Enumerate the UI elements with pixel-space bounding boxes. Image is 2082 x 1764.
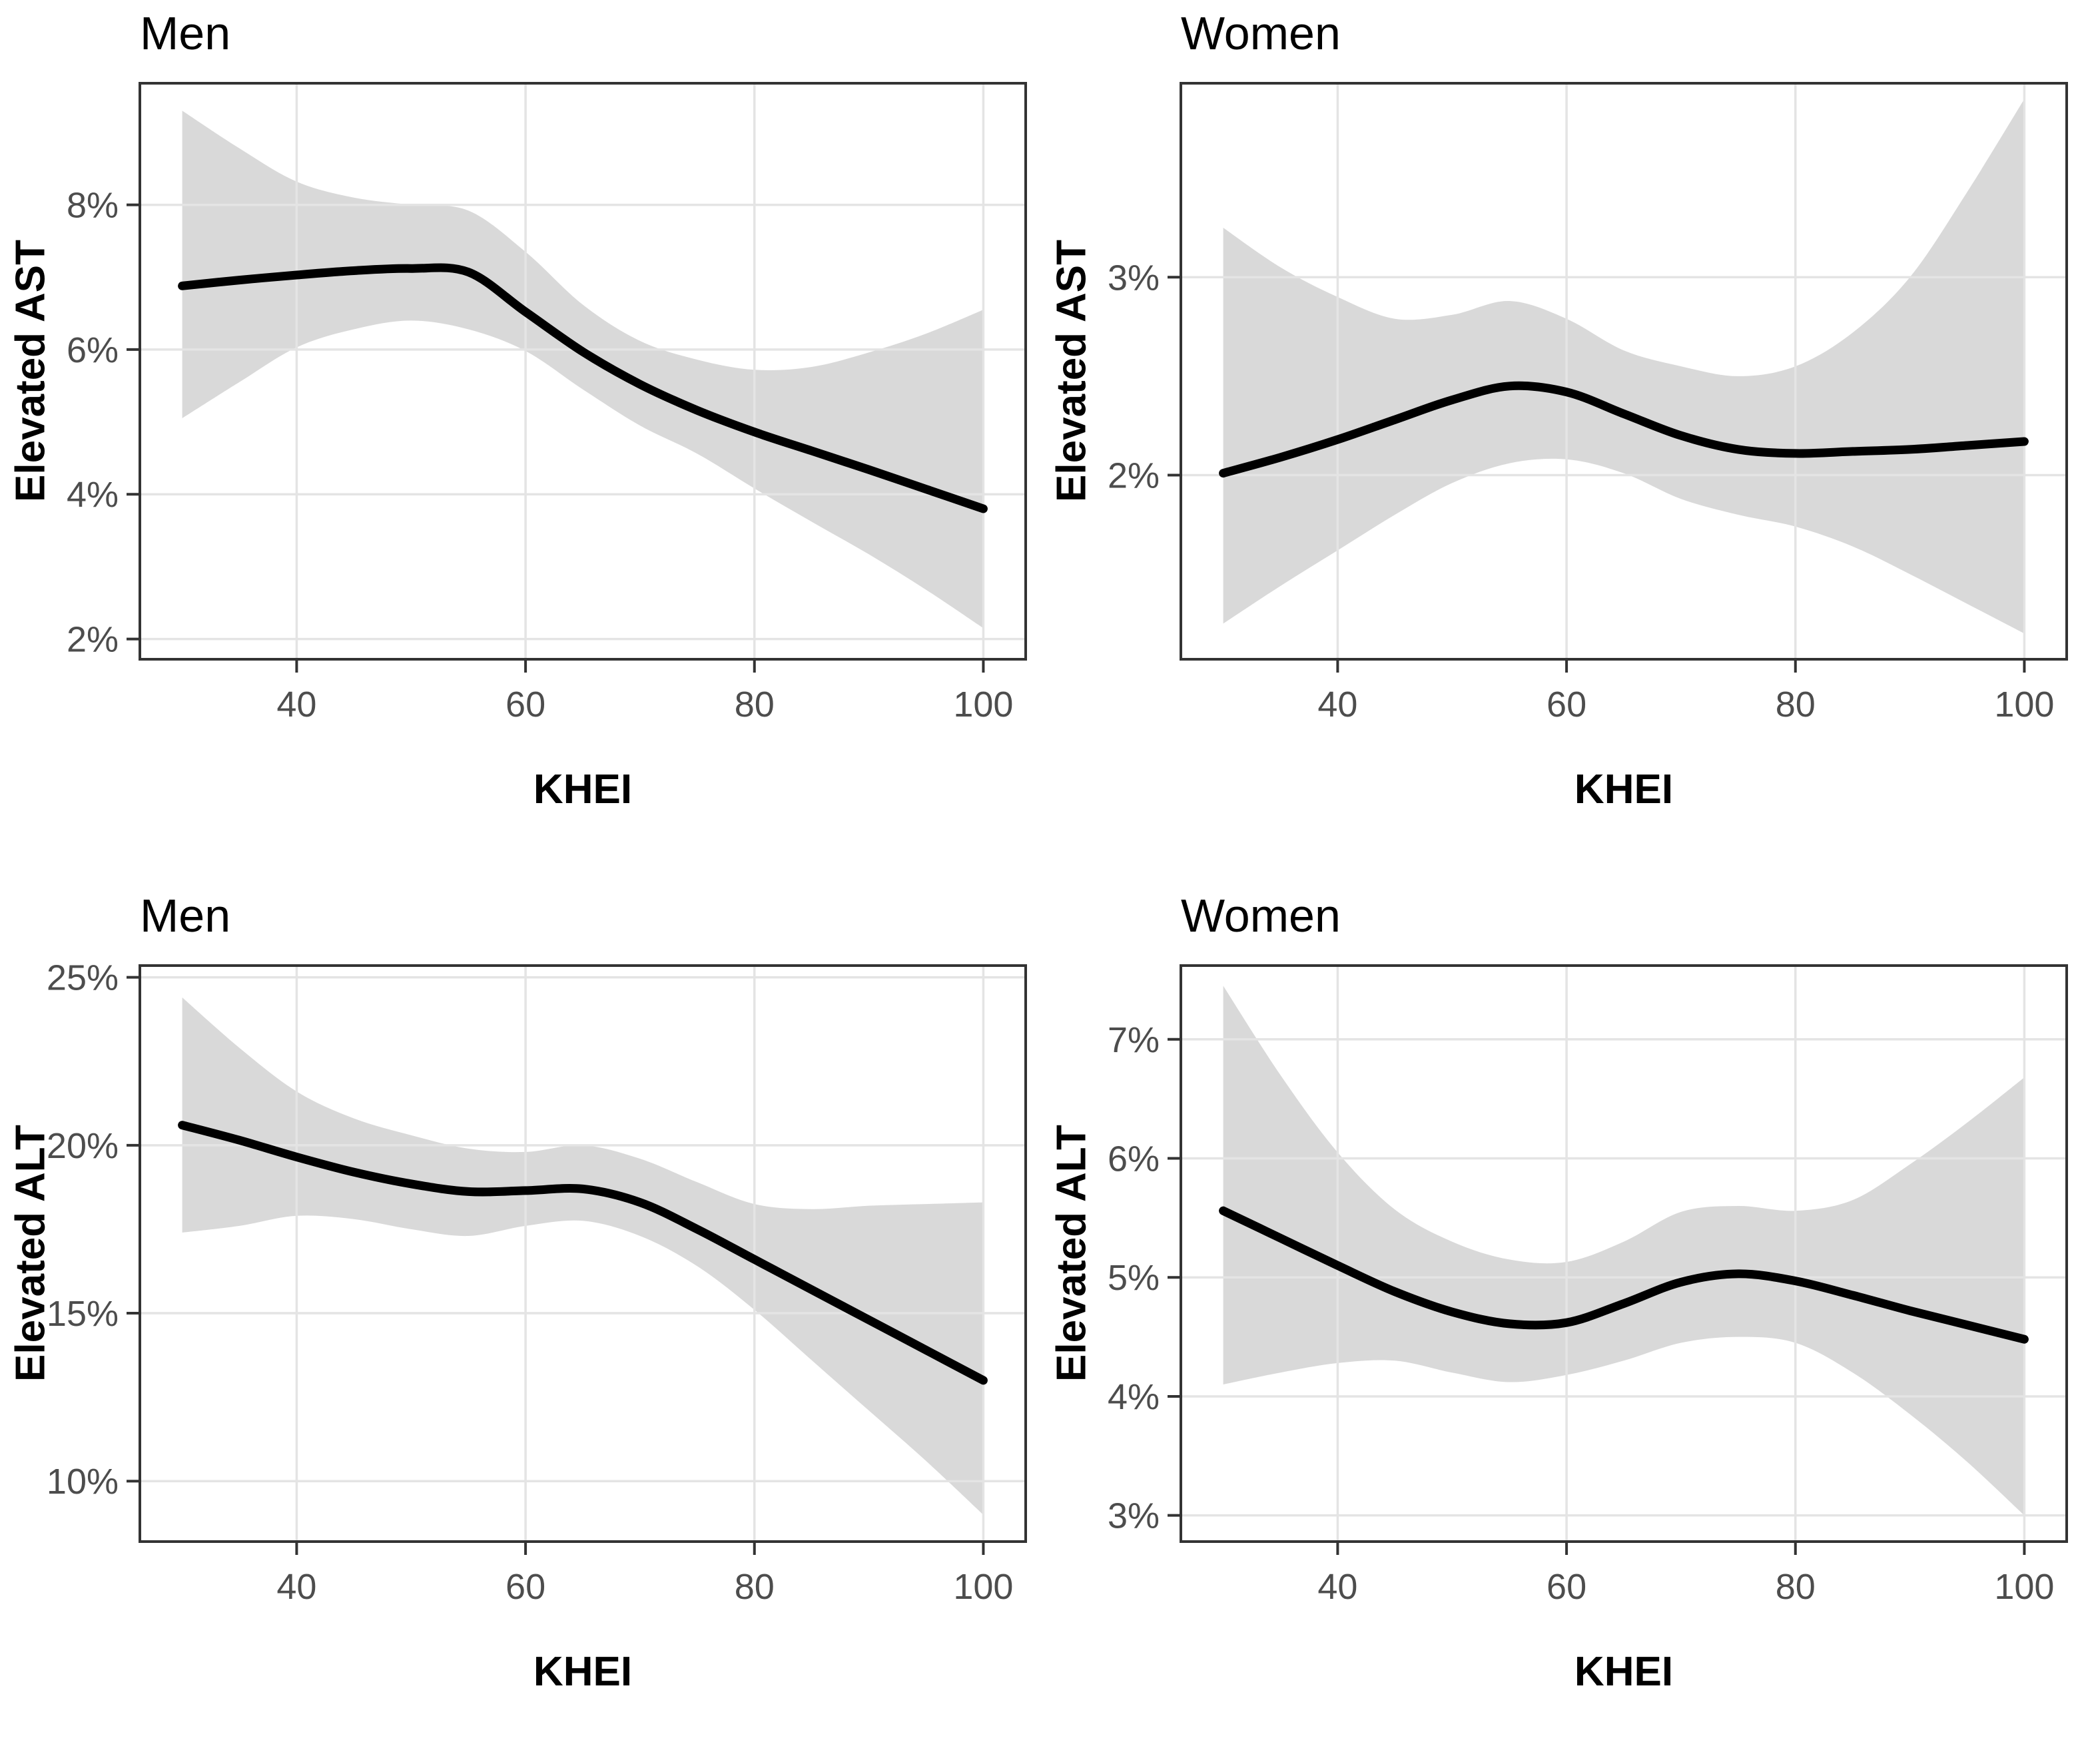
x-tick-label: 100 (1994, 685, 2054, 725)
y-tick-label: 4% (67, 475, 119, 515)
y-tick-label: 6% (1108, 1139, 1160, 1179)
panel-border (1180, 964, 2068, 1543)
axis-tick-labels: 40 60 80 100 2% 3% (1108, 258, 2055, 725)
panel-border (1180, 82, 2068, 661)
smooth-line (1219, 381, 2029, 478)
y-axis-title: Elevated ALT (7, 1125, 54, 1382)
smooth-line (178, 1121, 988, 1385)
smooth-line (1219, 1206, 2029, 1344)
plot-area: 40 60 80 100 2% 3% (1108, 82, 2068, 725)
x-tick-label: 40 (1317, 685, 1357, 725)
x-tick-label: 80 (735, 685, 775, 725)
gridlines (140, 966, 1026, 1542)
y-tick-label: 3% (1108, 1496, 1160, 1536)
plot-area: 40 60 80 100 3% 4% 5% 6% 7% (1108, 964, 2068, 1607)
panel-title: Men (140, 7, 231, 59)
axis-ticks (1168, 1037, 2026, 1555)
axis-ticks (127, 976, 985, 1555)
confidence-band (1223, 99, 2025, 634)
panel-border (139, 82, 1027, 661)
plot-area: 40 60 80 100 10% 15% 20% 25% (47, 958, 1027, 1607)
panel-title: Women (1181, 7, 1341, 59)
x-tick-label: 100 (1994, 1567, 2054, 1607)
axis-tick-labels: 40 60 80 100 3% 4% 5% 6% 7% (1108, 1020, 2055, 1607)
gridlines (140, 83, 1026, 659)
x-tick-label: 60 (506, 685, 545, 725)
y-tick-label: 2% (1108, 456, 1160, 496)
x-tick-label: 40 (276, 1567, 316, 1607)
y-tick-label: 7% (1108, 1020, 1160, 1060)
x-axis-title: KHEI (533, 766, 633, 812)
axis-ticks (127, 203, 985, 673)
x-tick-label: 100 (953, 1567, 1013, 1607)
y-tick-label: 8% (67, 186, 119, 226)
panel-border (139, 964, 1027, 1543)
confidence-band (182, 997, 984, 1515)
y-axis-title: Elevated ALT (1048, 1125, 1095, 1382)
axis-tick-labels: 40 60 80 100 10% 15% 20% 25% (47, 958, 1014, 1607)
subplot-women-ast: 40 60 80 100 2% 3% Women Elevated AST KHEI (1041, 0, 2082, 882)
x-axis-title: KHEI (533, 1649, 633, 1695)
x-axis-title: KHEI (1574, 1649, 1674, 1695)
x-tick-label: 80 (1776, 685, 1816, 725)
subplot-men-ast: 40 60 80 100 2% 4% 6% 8% Men Elevated AST KHEI (0, 0, 1041, 882)
y-tick-label: 4% (1108, 1377, 1160, 1417)
x-tick-label: 80 (735, 1567, 775, 1607)
y-tick-label: 5% (1108, 1258, 1160, 1298)
y-tick-label: 15% (47, 1294, 119, 1334)
y-tick-label: 10% (47, 1462, 119, 1502)
gridlines (1181, 83, 2067, 659)
confidence-band (182, 111, 984, 629)
subplot-men-alt: 40 60 80 100 10% 15% 20% 25% Men Elevated ALT K… (0, 882, 1041, 1764)
x-tick-label: 40 (1317, 1567, 1357, 1607)
x-tick-label: 100 (953, 685, 1013, 725)
y-axis-title: Elevated AST (1048, 240, 1095, 502)
x-tick-label: 60 (506, 1567, 545, 1607)
subplot-women-alt: 40 60 80 100 3% 4% 5% 6% 7% Women Elevated ALT K… (1041, 882, 2082, 1764)
y-tick-label: 2% (67, 620, 119, 660)
panel-title: Women (1181, 890, 1341, 942)
smooth-line (178, 263, 988, 513)
x-tick-label: 40 (276, 685, 316, 725)
x-axis-title: KHEI (1574, 766, 1674, 812)
x-tick-label: 80 (1776, 1567, 1816, 1607)
y-tick-label: 20% (47, 1126, 119, 1166)
gridlines (1181, 966, 2067, 1542)
confidence-band (1223, 986, 2025, 1516)
axis-ticks (1168, 276, 2026, 673)
axis-tick-labels: 40 60 80 100 2% 4% 6% 8% (67, 186, 1014, 725)
y-tick-label: 6% (67, 330, 119, 370)
x-tick-label: 60 (1547, 1567, 1586, 1607)
plot-area: 40 60 80 100 2% 4% 6% 8% (67, 82, 1027, 725)
x-tick-label: 60 (1547, 685, 1586, 725)
y-tick-label: 25% (47, 958, 119, 998)
panel-title: Men (140, 890, 231, 942)
y-tick-label: 3% (1108, 258, 1160, 298)
y-axis-title: Elevated AST (7, 240, 54, 502)
